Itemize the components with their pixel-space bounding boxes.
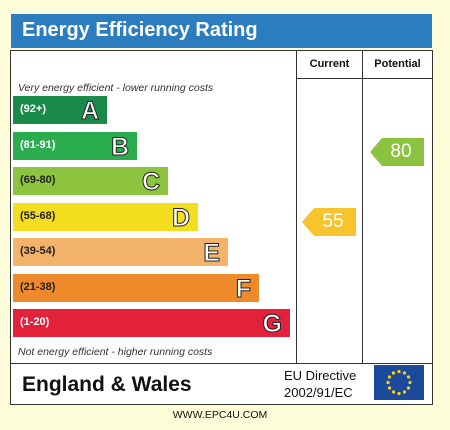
band-range-label: (39-54) [20,245,56,257]
directive-line2: 2002/91/EC [284,385,353,400]
band-range-label: (69-80) [20,174,56,186]
chart-title: Energy Efficiency Rating [22,19,258,41]
eu-star [406,386,411,390]
eu-star [397,391,401,396]
current-rating-arrow: 55 [302,208,356,236]
band-d: (55-68) D [13,203,198,233]
eu-star [387,386,392,390]
eu-star [387,375,392,379]
band-range-label: (55-68) [20,210,56,222]
title-bar [11,14,432,48]
band-letter: B [110,133,129,162]
band-b: (81-91) B [13,132,137,162]
band-range-label: (81-91) [20,139,56,151]
band-f: (21-38) F [13,274,259,304]
potential-rating-value: 80 [390,141,412,162]
current-column-header: Current [309,58,350,70]
eu-star [408,380,412,385]
top-caption: Very energy efficient - lower running co… [18,82,214,94]
band-letter: C [141,168,160,197]
band-e: (39-54) E [13,238,228,268]
band-letter: F [235,275,251,304]
eu-star [391,390,396,394]
region-label: England & Wales [22,373,192,396]
bottom-caption: Not energy efficient - higher running co… [18,346,213,358]
eu-star [391,371,396,375]
band-letter: G [262,310,282,339]
band-range-label: (92+) [20,103,46,115]
header-divider [296,78,433,79]
band-c: (69-80) C [13,167,168,197]
eu-star [406,375,411,379]
potential-column-header: Potential [374,58,421,70]
band-letter: D [171,204,190,233]
band-range-label: (1-20) [20,316,50,328]
eu-star [402,390,407,394]
eu-star [397,369,401,374]
website-label: WWW.EPC4U.COM [172,409,268,421]
band-g: (1-20) G [13,309,290,339]
current-rating-value: 55 [322,211,344,232]
potential-rating-arrow: 80 [370,138,424,166]
directive-line1: EU Directive [284,368,357,383]
eu-directive: EU Directive 2002/91/EC [284,367,356,401]
band-a: (92+) A [13,96,107,126]
current-column-divider [296,51,297,364]
band-range-label: (21-38) [20,281,56,293]
eu-star [386,380,390,385]
footer-divider [10,363,433,364]
band-letter: E [203,239,221,268]
eu-star [402,371,407,375]
band-letter: A [80,97,99,126]
eu-flag-icon [374,365,424,400]
potential-column-divider [362,51,363,364]
